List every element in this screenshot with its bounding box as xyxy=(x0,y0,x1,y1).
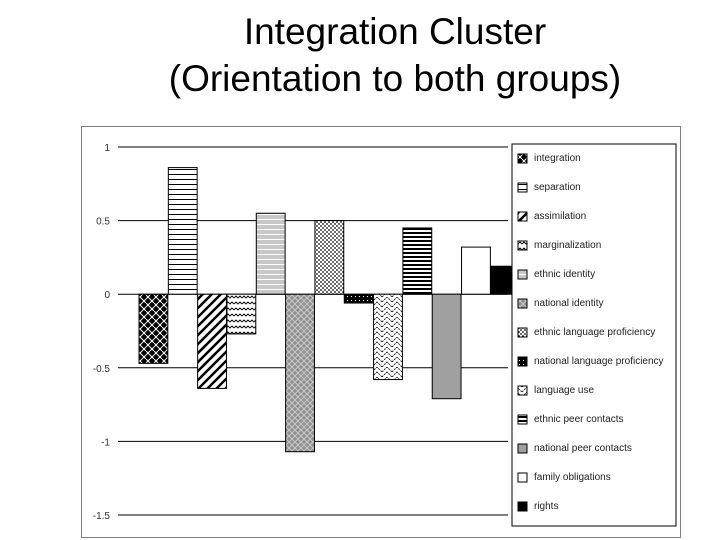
legend-swatch xyxy=(517,211,528,222)
title-line-1: Integration Cluster xyxy=(243,11,547,52)
bar-ethnic-language-proficiency xyxy=(314,220,345,295)
legend-label: separation xyxy=(534,182,581,193)
legend-label: family obligations xyxy=(534,472,611,483)
y-tick-label: -1.5 xyxy=(93,511,111,522)
legend-swatch xyxy=(517,356,528,367)
legend-swatch xyxy=(517,240,528,251)
title-line-2: (Orientation to both groups) xyxy=(168,58,622,99)
chart-frame: 1 0.5 0 -0.5 -1 -1.5 integration separation ass… xyxy=(81,126,681,538)
bar-national-identity xyxy=(285,293,315,453)
legend-swatch xyxy=(517,414,528,425)
legend-swatch xyxy=(517,298,528,309)
legend-label: national identity xyxy=(534,298,604,309)
bar-language-use xyxy=(373,293,403,381)
bar-chart: 1 0.5 0 -0.5 -1 -1.5 integration separation ass… xyxy=(93,143,677,527)
legend-swatch xyxy=(517,443,528,454)
legend-swatch xyxy=(517,472,528,483)
bar-assimilation xyxy=(197,293,227,389)
bar-integration xyxy=(138,293,169,364)
bar-national-language-proficiency xyxy=(343,293,374,304)
legend-swatch xyxy=(517,182,528,193)
legend-label: assimilation xyxy=(534,211,586,222)
legend-label: ethnic peer contacts xyxy=(534,414,624,425)
bar-national-peer-contacts xyxy=(431,293,462,400)
legend-label: national peer contacts xyxy=(534,443,632,454)
bar-ethnic-identity xyxy=(255,212,286,295)
legend-label: ethnic language proficiency xyxy=(534,327,655,338)
legend-swatch xyxy=(517,501,528,512)
bar-marginalization xyxy=(226,293,257,335)
y-tick-label: 1 xyxy=(104,143,110,154)
slide-title: Integration Cluster (Orientation to both… xyxy=(0,8,720,102)
y-tick-label: 0 xyxy=(104,290,110,301)
bar-separation xyxy=(167,167,198,295)
bar-family-obligations xyxy=(461,246,491,295)
legend-label: integration xyxy=(534,153,581,164)
legend-swatch xyxy=(517,327,528,338)
legend-label: ethnic identity xyxy=(534,269,595,280)
y-tick-label: -1 xyxy=(101,437,110,448)
bar-ethnic-peer-contacts xyxy=(402,227,433,295)
legend-swatch xyxy=(517,385,528,396)
legend-swatch xyxy=(517,269,528,280)
legend-swatch xyxy=(517,153,528,164)
legend-label: rights xyxy=(534,501,558,512)
legend-label: national language proficiency xyxy=(534,356,664,367)
legend-box xyxy=(511,143,677,527)
legend-label: marginalization xyxy=(534,240,601,251)
y-tick-label: -0.5 xyxy=(93,364,111,375)
legend-label: language use xyxy=(534,385,594,396)
y-tick-label: 0.5 xyxy=(96,217,110,228)
